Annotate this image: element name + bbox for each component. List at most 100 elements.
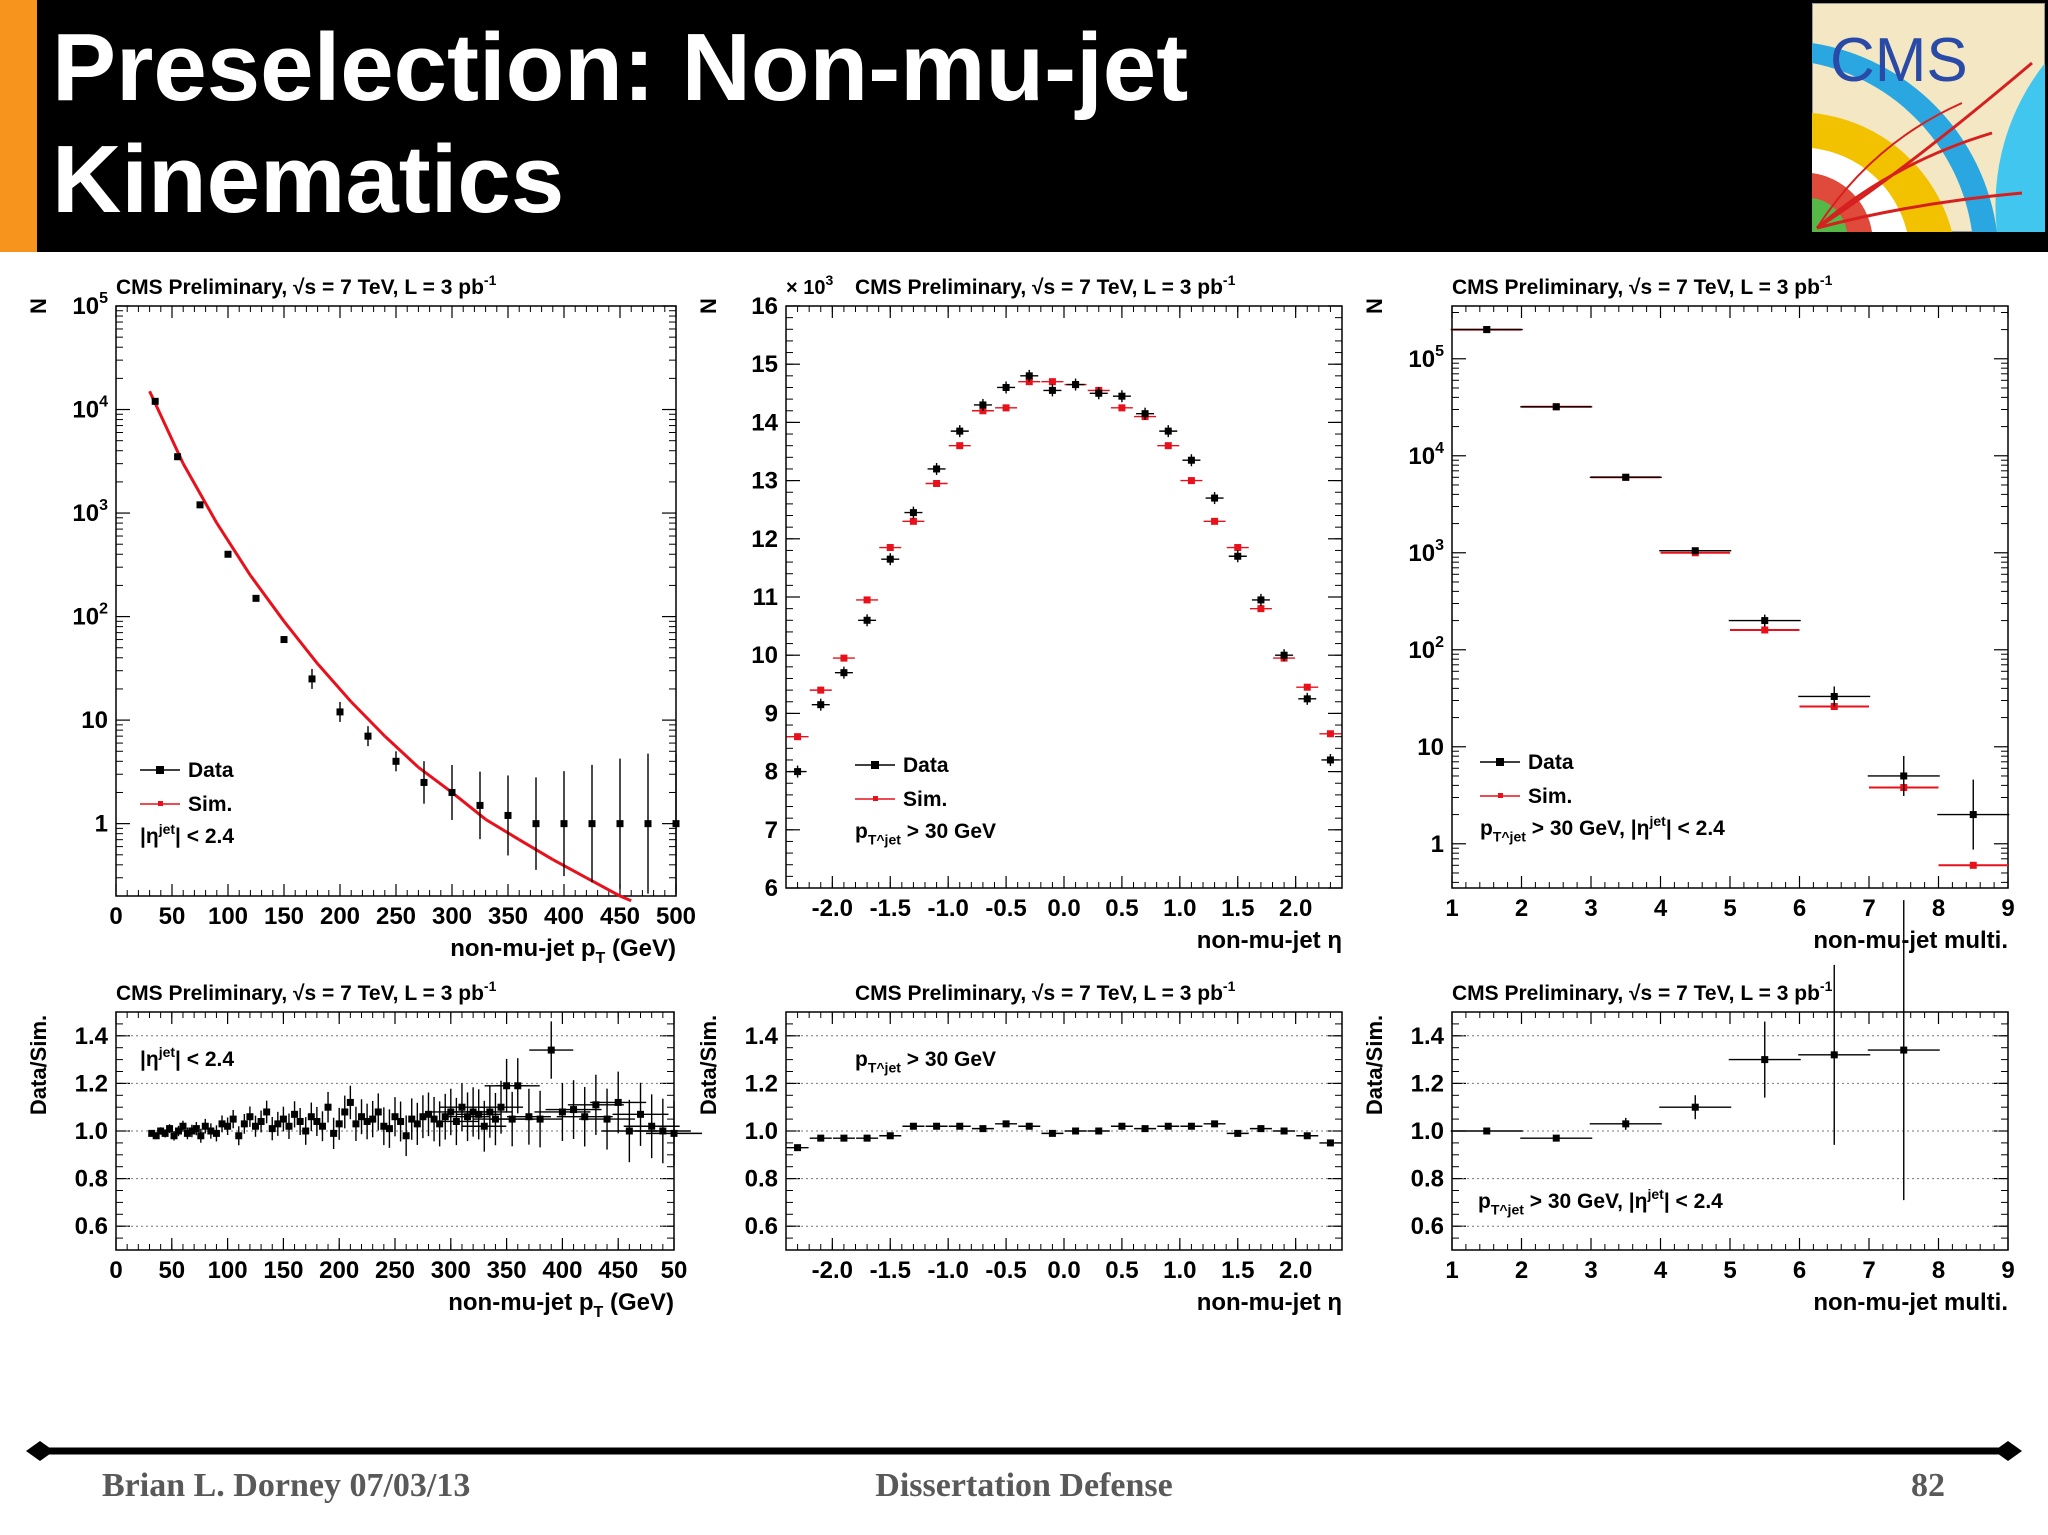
y-tick-label: 1.4 <box>745 1023 779 1050</box>
data-point <box>174 453 182 461</box>
chart-pt-distribution: 0 50 100 150 200 250 300 350 400 450 500 1 10 102 103 1… <box>26 272 696 967</box>
x-tick-label: 400 <box>542 1257 582 1284</box>
x-tick-label: 450 <box>598 1257 638 1284</box>
data-point <box>504 811 512 819</box>
x-tick-label: 1 <box>1445 1257 1458 1284</box>
sim-point <box>1761 626 1769 634</box>
y-tick-label: 0.8 <box>745 1166 778 1193</box>
ratio-point <box>1622 1120 1630 1128</box>
ratio-point <box>296 1117 304 1125</box>
ratio-point <box>224 1122 232 1130</box>
ratio-point <box>257 1117 265 1125</box>
x-tick-label: 2 <box>1515 1257 1528 1284</box>
ratio-point <box>486 1108 494 1116</box>
y-tick-label: 0.6 <box>75 1213 108 1240</box>
ratio-point <box>385 1125 393 1133</box>
x-tick-label: 5 <box>1723 1257 1736 1284</box>
ratio-point <box>514 1082 522 1090</box>
ratio-point <box>581 1113 589 1121</box>
ratio-point <box>480 1122 488 1130</box>
x-tick-label: 450 <box>600 903 640 930</box>
data-point <box>151 397 159 405</box>
ratio-point <box>603 1115 611 1123</box>
ratio-point <box>229 1115 237 1123</box>
ratio-point <box>352 1120 360 1128</box>
ratio-point <box>886 1132 894 1140</box>
y-tick-label: 102 <box>72 601 108 631</box>
sim-point <box>840 654 848 662</box>
y-tick-label: 8 <box>765 759 778 786</box>
x-tick-label: -1.5 <box>870 895 911 922</box>
plot-title: CMS Preliminary, √s = 7 TeV, L = 3 pb-1 <box>116 978 497 1005</box>
x-tick-label: 150 <box>263 1257 303 1284</box>
ratio-point <box>413 1120 421 1128</box>
x-tick-label: 350 <box>487 1257 527 1284</box>
sim-curve-segment <box>316 662 353 703</box>
x-tick-label: 200 <box>320 903 360 930</box>
x-tick-label: 100 <box>208 903 248 930</box>
ratio-point <box>166 1125 174 1133</box>
ratio-point <box>330 1129 338 1137</box>
data-point <box>616 820 624 828</box>
y-tick-label: 1.0 <box>75 1118 108 1145</box>
ratio-point <box>536 1115 544 1123</box>
data-point <box>1118 392 1126 400</box>
ratio-point <box>252 1122 259 1130</box>
x-tick-label: 0.0 <box>1047 1257 1080 1284</box>
title-line-1: Preselection: Non-mu-jet <box>52 14 1189 121</box>
legend-sim-marker <box>873 796 878 801</box>
logo-text: CMS <box>1830 26 1968 95</box>
ratio-point <box>397 1117 405 1125</box>
ratio-point <box>1072 1127 1080 1135</box>
ratio-point <box>363 1117 371 1125</box>
sim-point <box>1257 605 1265 613</box>
data-point <box>308 675 316 683</box>
title-line-2: Kinematics <box>52 126 565 233</box>
ratio-point <box>794 1144 802 1152</box>
x-axis-label: non-mu-jet pT​ (GeV) <box>448 1289 674 1321</box>
data-point <box>224 550 232 558</box>
x-tick-label: 1.5 <box>1221 895 1254 922</box>
ratio-point <box>246 1113 254 1121</box>
ratio-point <box>452 1117 460 1125</box>
plot-title: CMS Preliminary, √s = 7 TeV, L = 3 pb-1 <box>855 978 1236 1005</box>
sim-point <box>1164 442 1172 450</box>
y-tick-label: 0.6 <box>1411 1213 1444 1240</box>
ratio-point <box>346 1098 354 1106</box>
ratio-point <box>430 1115 438 1123</box>
y-tick-label: 1 <box>95 811 108 838</box>
ratio-point <box>279 1115 287 1123</box>
legend-data-marker <box>156 766 164 774</box>
data-point <box>1326 756 1334 764</box>
y-axis-label: N <box>26 298 51 314</box>
data-point <box>1691 547 1699 555</box>
data-point <box>1164 427 1172 435</box>
ratio-point <box>1483 1127 1491 1135</box>
plot-title: CMS Preliminary, √s = 7 TeV, L = 3 pb-1 <box>1452 272 1833 299</box>
ratio-point <box>648 1122 656 1130</box>
x-tick-label: 3 <box>1584 895 1597 922</box>
legend-sim-marker <box>158 801 163 806</box>
cms-logo: CMS <box>1812 3 2045 232</box>
x-tick-label: 50 <box>158 1257 185 1284</box>
sim-point <box>1118 404 1126 412</box>
y-axis-label: N <box>1362 298 1387 314</box>
ratio-point <box>1280 1127 1288 1135</box>
data-point <box>840 669 848 677</box>
ratio-point <box>263 1108 271 1116</box>
ratio-point <box>148 1129 156 1137</box>
ratio-point <box>391 1113 399 1121</box>
x-tick-label: 7 <box>1862 895 1875 922</box>
ratio-point <box>614 1098 622 1106</box>
sim-curve-segment <box>484 818 520 841</box>
ratio-point <box>307 1113 315 1121</box>
ratio-point <box>374 1108 382 1116</box>
ratio-point <box>1164 1122 1172 1130</box>
y-tick-label: 6 <box>765 875 778 902</box>
legend-sim-label: Sim. <box>1528 785 1572 808</box>
data-point <box>863 616 871 624</box>
y-multiplier: × 103 <box>786 272 833 299</box>
x-tick-label: -0.5 <box>985 895 1026 922</box>
x-tick-label: 2.0 <box>1279 895 1312 922</box>
cut-label: pT^jet​ > 30 GeV <box>855 1048 996 1075</box>
